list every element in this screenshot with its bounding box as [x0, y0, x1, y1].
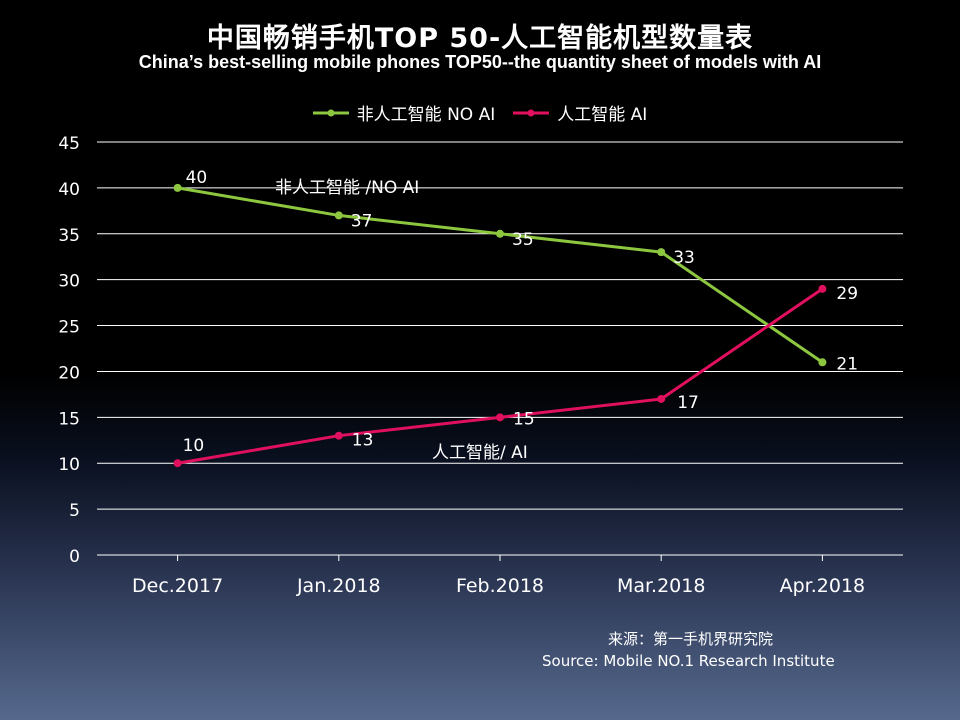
- data-label: 17: [677, 393, 699, 413]
- series-line-1: [177, 287, 824, 465]
- source-en: Source: Mobile NO.1 Research Institute: [542, 652, 835, 670]
- x-tick-label: Feb.2018: [456, 575, 544, 597]
- data-label: 13: [352, 431, 374, 451]
- legend: 非人工智能 NO AI 人工智能 AI: [0, 100, 960, 125]
- chart-title-cn: 中国畅销手机TOP 50-人工智能机型数量表: [206, 23, 754, 54]
- series-inline-label-ai: 人工智能/ AI: [432, 443, 528, 463]
- x-tick-label: Dec.2017: [132, 575, 223, 597]
- y-tick-label: 0: [69, 547, 80, 567]
- y-tick-label: 25: [58, 318, 80, 338]
- legend-label-no-ai: 非人工智能 NO AI: [356, 105, 496, 125]
- data-label: 37: [351, 211, 373, 231]
- data-point: [657, 394, 666, 403]
- data-point: [334, 431, 343, 440]
- y-tick-label: 40: [58, 180, 80, 200]
- y-tick-label: 20: [58, 363, 80, 383]
- series-line-0: [177, 186, 824, 364]
- source-cn: 来源：第一手机界研究院: [608, 630, 774, 648]
- data-label: 21: [836, 354, 858, 374]
- source-note: 来源：第一手机界研究院 Source: Mobile NO.1 Research…: [542, 628, 872, 672]
- data-point: [818, 358, 827, 367]
- data-point: [496, 413, 504, 422]
- y-tick-label: 15: [58, 409, 80, 429]
- y-tick-label: 5: [69, 501, 80, 521]
- x-tick-label: Mar.2018: [617, 575, 706, 597]
- data-label: 33: [673, 248, 695, 268]
- data-point: [496, 229, 504, 238]
- data-label: 10: [183, 436, 205, 456]
- y-tick-label: 30: [58, 272, 80, 292]
- legend-item-ai: 人工智能 AI: [513, 100, 647, 125]
- data-label: 29: [836, 284, 858, 304]
- data-point: [334, 211, 343, 220]
- legend-swatch-no-ai: [312, 109, 349, 116]
- y-tick-label: 10: [58, 455, 80, 475]
- data-point: [657, 248, 666, 257]
- data-point: [818, 284, 827, 293]
- data-label: 35: [512, 230, 534, 250]
- x-tick-label: Jan.2018: [296, 575, 381, 597]
- data-label: 40: [186, 168, 208, 188]
- x-tick-label: Apr.2018: [780, 575, 866, 597]
- data-point: [173, 183, 182, 192]
- legend-item-no-ai: 非人工智能 NO AI: [312, 100, 496, 125]
- legend-swatch-ai: [513, 109, 550, 116]
- y-tick-label: 45: [58, 134, 80, 154]
- legend-label-ai: 人工智能 AI: [557, 105, 648, 125]
- data-point: [173, 459, 182, 468]
- series-inline-label-no-ai: 非人工智能 /NO AI: [275, 178, 419, 198]
- y-tick-label: 35: [58, 226, 80, 246]
- data-label: 15: [513, 409, 535, 429]
- chart-title-en: China’s best-selling mobile phones TOP50…: [138, 52, 822, 72]
